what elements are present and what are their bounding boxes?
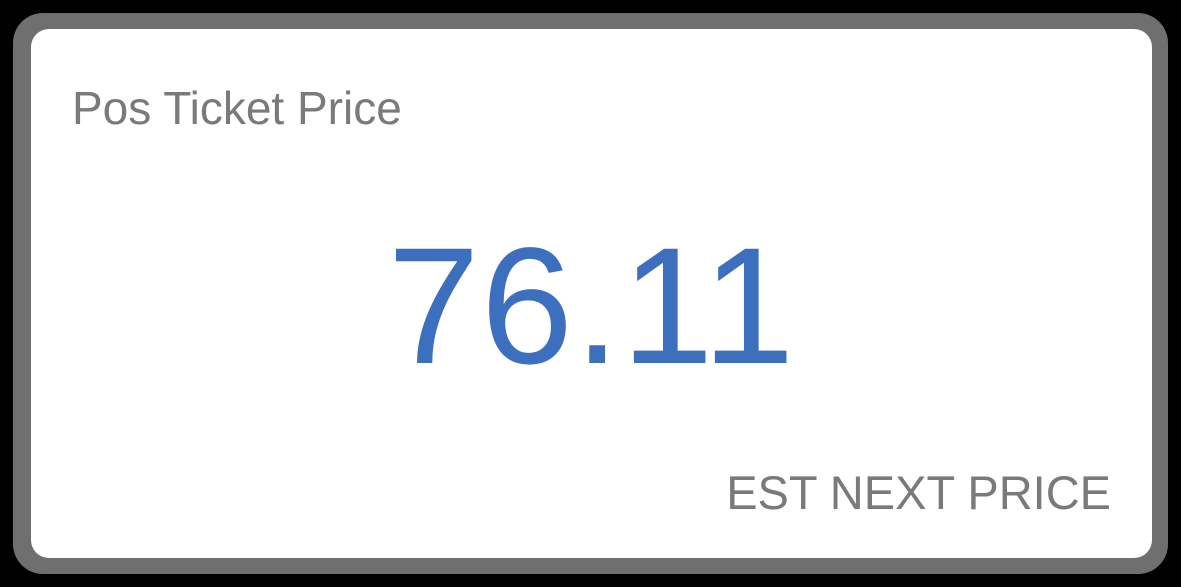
est-next-price-button[interactable]: EST NEXT PRICE: [726, 466, 1111, 519]
card-title: Pos Ticket Price: [72, 82, 402, 134]
price-value: 76.11: [387, 214, 796, 399]
price-card: Pos Ticket Price 76.11 EST NEXT PRICE: [31, 29, 1152, 558]
price-card-frame: Pos Ticket Price 76.11 EST NEXT PRICE: [13, 13, 1168, 574]
